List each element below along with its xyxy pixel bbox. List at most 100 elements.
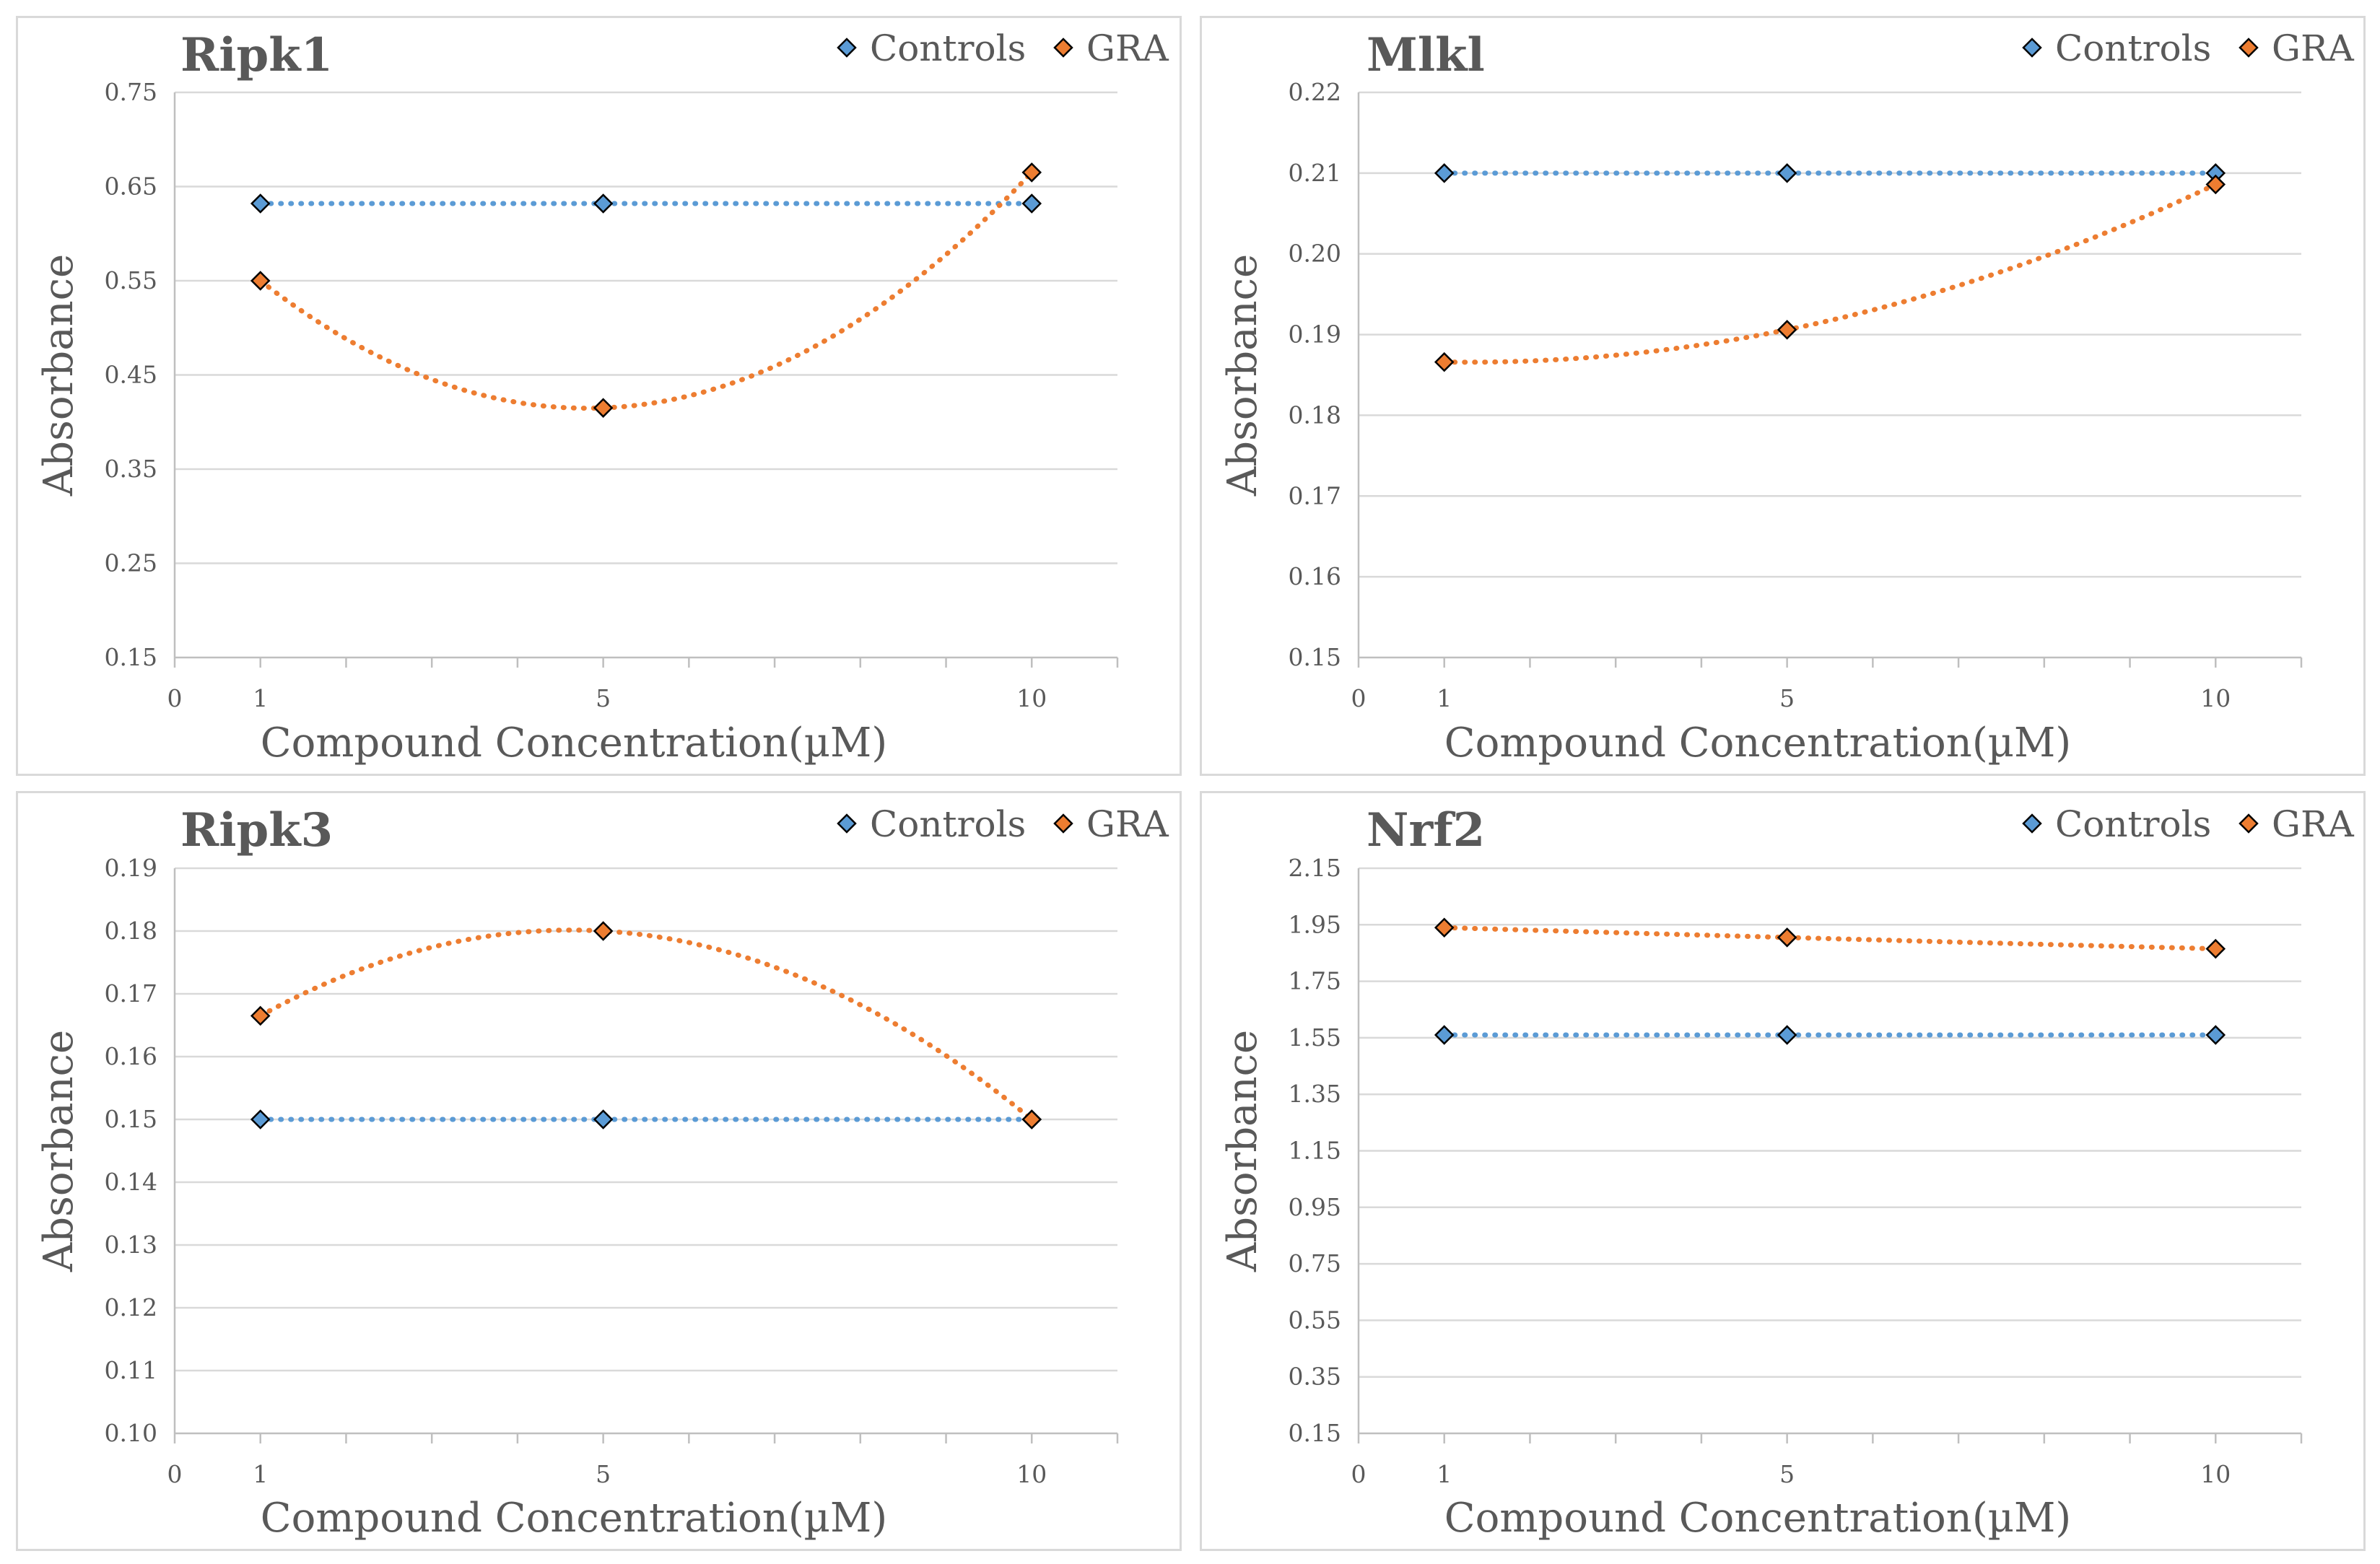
data-point-controls <box>250 193 271 214</box>
data-point-gra <box>1777 320 1797 340</box>
y-axis-label: Absorbance <box>35 1030 82 1272</box>
chart-ripk3: 0.10 0.11 0.12 0.13 0.14 0.15 0.16 0.17 0.18 0.19… <box>35 803 1169 1542</box>
series-line-gra <box>258 927 1034 1122</box>
x-axis-label: Compound Concentration(µM) <box>1444 720 2072 766</box>
panel-nrf2 <box>1200 791 2366 1551</box>
y-tick-label: 0.21 <box>1289 159 1341 187</box>
legend-marker-controls <box>2022 813 2042 834</box>
chart-title: Mlkl <box>1366 28 1485 82</box>
data-point-gra <box>250 271 271 291</box>
y-tick-label: 0.75 <box>1289 1249 1341 1277</box>
y-tick-label: 0.14 <box>105 1168 157 1196</box>
data-point-controls <box>1777 163 1797 183</box>
y-tick-label: 1.55 <box>1289 1023 1341 1052</box>
x-axis-label: Compound Concentration(µM) <box>1444 1495 2072 1542</box>
data-point-gra <box>1434 351 1455 372</box>
legend-label-controls: Controls <box>2055 27 2211 69</box>
legend-label-controls: Controls <box>870 803 1026 845</box>
data-point-gra <box>1021 162 1042 183</box>
data-point-gra <box>1777 927 1797 948</box>
y-tick-label: 0.17 <box>1289 481 1341 510</box>
data-point-controls <box>1777 1025 1797 1045</box>
y-tick-label: 0.45 <box>105 361 157 389</box>
y-tick-label: 0.11 <box>105 1356 157 1384</box>
legend-marker-gra <box>1053 813 1073 834</box>
data-point-gra <box>1021 1109 1042 1130</box>
y-tick-label: 1.95 <box>1289 910 1341 938</box>
y-tick-label: 0.22 <box>1289 78 1341 106</box>
legend-marker-controls <box>837 813 857 834</box>
data-point-gra <box>2205 174 2226 195</box>
x-tick-label: 10 <box>2200 1460 2231 1488</box>
y-tick-label: 1.35 <box>1289 1080 1341 1108</box>
y-tick-label: 0.55 <box>105 266 157 294</box>
y-tick-label: 0.16 <box>1289 562 1341 590</box>
y-tick-label: 0.19 <box>105 854 157 882</box>
x-tick-label: 5 <box>1779 684 1795 712</box>
y-tick-label: 0.15 <box>1289 643 1341 671</box>
data-point-gra <box>593 398 614 418</box>
x-tick-label: 1 <box>1437 1460 1452 1488</box>
chart-nrf2: 0.15 0.35 0.55 0.75 0.95 1.15 1.35 1.55 1.75 1.95… <box>1219 803 2355 1542</box>
series-line-gra <box>258 170 1034 411</box>
x-tick-label: 5 <box>596 1460 611 1488</box>
series-line-gra <box>1442 925 2218 952</box>
y-tick-label: 0.15 <box>105 643 157 671</box>
legend-marker-gra <box>2239 813 2259 834</box>
y-axis-label: Absorbance <box>35 254 82 497</box>
legend-label-gra: GRA <box>1086 803 1169 845</box>
data-point-controls <box>1434 163 1455 183</box>
legend-label-controls: Controls <box>870 27 1026 69</box>
panel-ripk3 <box>16 791 1182 1551</box>
y-tick-label: 2.15 <box>1289 854 1341 882</box>
data-point-gra <box>2205 938 2226 959</box>
legend-label-gra: GRA <box>2272 27 2355 69</box>
x-tick-label: 0 <box>167 1460 183 1488</box>
y-tick-label: 0.12 <box>105 1293 157 1321</box>
panel-ripk1 <box>16 16 1182 776</box>
data-point-controls <box>593 1109 614 1130</box>
legend-marker-gra <box>1053 38 1073 58</box>
legend-label-controls: Controls <box>2055 803 2211 845</box>
x-tick-label: 0 <box>1351 1460 1366 1488</box>
data-point-gra <box>1434 917 1455 938</box>
y-tick-label: 0.95 <box>1289 1193 1341 1221</box>
chart-title: Ripk1 <box>180 28 333 82</box>
data-point-controls <box>1021 193 1042 214</box>
y-tick-label: 0.55 <box>1289 1306 1341 1334</box>
data-point-gra <box>250 1005 271 1026</box>
x-tick-label: 0 <box>1351 684 1366 712</box>
data-point-gra <box>593 921 614 941</box>
x-tick-label: 10 <box>2200 684 2231 712</box>
y-tick-label: 0.75 <box>105 78 157 106</box>
x-tick-label: 1 <box>253 684 268 712</box>
x-tick-label: 10 <box>1016 1460 1047 1488</box>
y-tick-label: 0.19 <box>1289 320 1341 349</box>
y-tick-label: 1.75 <box>1289 967 1341 995</box>
chart-ripk1: 0.15 0.25 0.35 0.45 0.55 0.65 0.75 0 1 5 10 Compoun… <box>35 27 1169 766</box>
chart-mlkl: 0.15 0.16 0.17 0.18 0.19 0.20 0.21 0.22 0 1 5 10 Com… <box>1219 27 2355 766</box>
data-point-controls <box>250 1109 271 1130</box>
x-tick-label: 0 <box>167 684 183 712</box>
data-point-controls <box>593 193 614 214</box>
x-tick-label: 1 <box>1437 684 1452 712</box>
y-tick-label: 0.35 <box>1289 1363 1341 1391</box>
y-tick-label: 0.20 <box>1289 240 1341 268</box>
y-tick-label: 0.18 <box>1289 401 1341 429</box>
y-tick-label: 0.17 <box>105 979 157 1008</box>
y-tick-label: 0.65 <box>105 172 157 201</box>
legend-label-gra: GRA <box>1086 27 1169 69</box>
x-axis-label: Compound Concentration(µM) <box>261 720 888 766</box>
legend-marker-controls <box>2022 38 2042 58</box>
y-tick-label: 1.15 <box>1289 1137 1341 1165</box>
y-tick-label: 0.18 <box>105 917 157 945</box>
y-axis-label: Absorbance <box>1219 1030 1266 1272</box>
chart-title: Ripk3 <box>180 803 333 857</box>
x-tick-label: 5 <box>596 684 611 712</box>
y-tick-label: 0.15 <box>105 1105 157 1133</box>
x-tick-label: 10 <box>1016 684 1047 712</box>
panel-mlkl <box>1200 16 2366 776</box>
y-tick-label: 0.15 <box>1289 1419 1341 1447</box>
y-tick-label: 0.10 <box>105 1419 157 1447</box>
x-tick-label: 1 <box>253 1460 268 1488</box>
